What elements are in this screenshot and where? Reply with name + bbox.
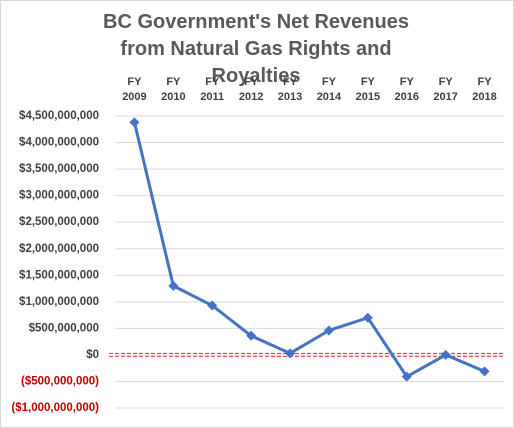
- y-tick-label: $4,500,000,000: [19, 110, 99, 122]
- marker: [323, 325, 334, 336]
- marker: [168, 280, 179, 291]
- marker: [207, 300, 218, 311]
- y-tick-label: $3,000,000,000: [19, 190, 99, 202]
- series-line: [132, 122, 486, 379]
- x-tick-label: FY 2011: [200, 76, 225, 103]
- chart-title: BC Government's Net Revenues from Natura…: [103, 11, 409, 87]
- x-tick-label: FY 2016: [394, 76, 419, 103]
- y-tick-label: $500,000,000: [29, 322, 99, 334]
- y-tick-label: ($500,000,000): [21, 375, 99, 387]
- marker: [479, 366, 490, 377]
- y-tick-label: $2,500,000,000: [19, 216, 99, 228]
- y-tick-label: ($1,000,000,000): [11, 402, 99, 414]
- y-tick-label: $0: [86, 349, 99, 361]
- x-tick-label: FY 2012: [238, 76, 264, 103]
- marker: [362, 312, 373, 323]
- x-tick-label: FY 2015: [355, 76, 381, 103]
- x-tick-label: FY 2013: [277, 76, 303, 103]
- x-tick-label: FY 2009: [122, 76, 147, 103]
- x-tick-label: FY 2017: [433, 76, 458, 103]
- marker: [285, 348, 296, 359]
- marker: [440, 349, 451, 360]
- x-tick-label: FY 2018: [472, 76, 497, 103]
- x-tick-label: FY 2014: [316, 76, 342, 103]
- marker: [246, 330, 257, 341]
- marker: [401, 371, 412, 382]
- y-tick-label: $2,000,000,000: [19, 243, 99, 255]
- x-tick-label: FY 2010: [161, 76, 186, 103]
- y-tick-label: $3,500,000,000: [19, 163, 99, 175]
- y-tick-label: $1,000,000,000: [19, 296, 99, 308]
- marker: [129, 117, 140, 128]
- y-tick-label: $1,500,000,000: [19, 269, 99, 281]
- y-tick-label: $4,000,000,000: [19, 137, 99, 149]
